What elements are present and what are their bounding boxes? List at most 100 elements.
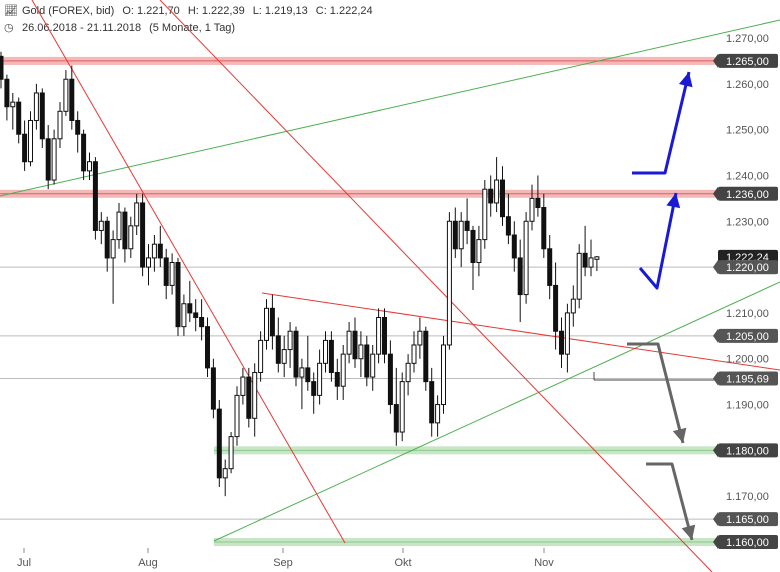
candle-up [399, 381, 405, 433]
red-channel-line [159, 0, 713, 572]
candle-up [240, 376, 246, 396]
level-tag-pointer [713, 260, 718, 275]
candle-up [63, 78, 69, 112]
candle-down [393, 404, 399, 433]
x-tick-label: Aug [138, 557, 158, 569]
candle-down [500, 179, 505, 218]
candle-down [0, 55, 4, 80]
candle-down [311, 381, 317, 396]
candle-up [358, 344, 364, 360]
level-tag [718, 53, 778, 68]
candle-down [387, 353, 393, 406]
candle-down [4, 78, 10, 108]
level-tag [718, 443, 778, 458]
low-value: L: 1.219,13 [252, 5, 308, 17]
candle-up [151, 243, 157, 259]
candle-up [346, 330, 352, 355]
candle-up [264, 307, 269, 341]
candle-down [535, 197, 541, 209]
bullish-arrow-lower-head [666, 193, 681, 209]
candle-down [334, 371, 340, 387]
red-downtrend-line [31, 0, 346, 544]
candle-up [228, 436, 234, 470]
y-tick-label: 1.230,00 [726, 216, 769, 228]
candle-down [157, 243, 163, 259]
candle-up [494, 179, 500, 204]
candle-down [429, 381, 435, 424]
y-tick-label: 1.250,00 [726, 125, 769, 137]
candle-up [323, 339, 328, 364]
candle-up [110, 239, 116, 259]
level-tag-label: 1.195,69 [726, 373, 769, 385]
y-tick-label: 1.170,00 [726, 491, 769, 503]
candle-down [69, 78, 75, 121]
clock-icon: ◷ [4, 22, 14, 34]
bearish-arrow-lower [646, 462, 694, 541]
candle-down [216, 408, 222, 479]
candle-up [417, 330, 423, 346]
candle-up [370, 353, 376, 378]
candle-down [452, 220, 458, 250]
candle-up [98, 220, 104, 231]
level-tag-label: 1.236,00 [726, 189, 769, 201]
candle-up [435, 404, 441, 424]
bearish-arrow-upper-head [672, 427, 687, 443]
level-tag-label: 1.205,00 [726, 331, 769, 343]
candle-down [199, 316, 205, 328]
candle-down [541, 207, 547, 250]
candle-up [476, 239, 482, 264]
candle-up [576, 252, 582, 300]
candle-up [376, 316, 382, 355]
candle-down [275, 335, 281, 364]
candle-up [441, 344, 446, 406]
candle-up [588, 257, 594, 268]
candle-down [547, 248, 553, 286]
chart-header: 📈︎ Gold (FOREX, bid) O: 1.221,70 H: 1.22… [4, 3, 373, 37]
candle-down [16, 101, 22, 135]
candle-down [39, 92, 45, 140]
candle-down [553, 284, 559, 332]
candle-up [570, 298, 576, 314]
candle-down [505, 216, 511, 236]
candle-down [293, 330, 299, 378]
candle-up [482, 188, 488, 241]
bullish-arrow-lower [638, 192, 678, 290]
level-tag-pointer [713, 535, 718, 549]
x-tick-label: Sep [273, 557, 293, 569]
bearish-arrow-upper [627, 342, 685, 444]
candle-up [317, 362, 323, 396]
red-resistance-trendline [261, 292, 780, 371]
candle-up [51, 138, 57, 181]
level-tag [718, 260, 778, 275]
candle-down [104, 220, 110, 259]
candle-up [458, 220, 464, 250]
candle-up [523, 220, 529, 296]
candle-up [529, 197, 535, 222]
date-range: 26.06.2018 - 21.11.2018 [22, 22, 142, 34]
x-tick-label: Okt [394, 557, 411, 569]
candle-down [205, 326, 210, 369]
level-tag-pointer [713, 53, 718, 68]
level-tag-pointer [713, 186, 718, 201]
candle-up [134, 202, 140, 227]
level-tag [718, 371, 778, 386]
candle-down [269, 307, 275, 337]
candle-down [193, 312, 199, 318]
level-tag-label: 1.160,00 [726, 537, 769, 549]
level-tag-pointer [713, 512, 718, 527]
close-value: C: 1.222,24 [315, 5, 373, 17]
candle-down [582, 252, 588, 268]
candle-down [488, 188, 494, 204]
y-tick-label: 1.190,00 [726, 400, 769, 412]
candle-up [299, 367, 305, 378]
candle-down [75, 119, 81, 135]
x-tick-label: Nov [534, 557, 554, 569]
level-tag-pointer [713, 371, 718, 386]
level-tag [718, 535, 778, 549]
candle-up [446, 220, 452, 346]
level-tag-pointer [713, 443, 718, 458]
high-value: H: 1.222,39 [187, 5, 245, 17]
chart-icon: 📈︎ [4, 5, 18, 17]
level-tag [718, 186, 778, 201]
